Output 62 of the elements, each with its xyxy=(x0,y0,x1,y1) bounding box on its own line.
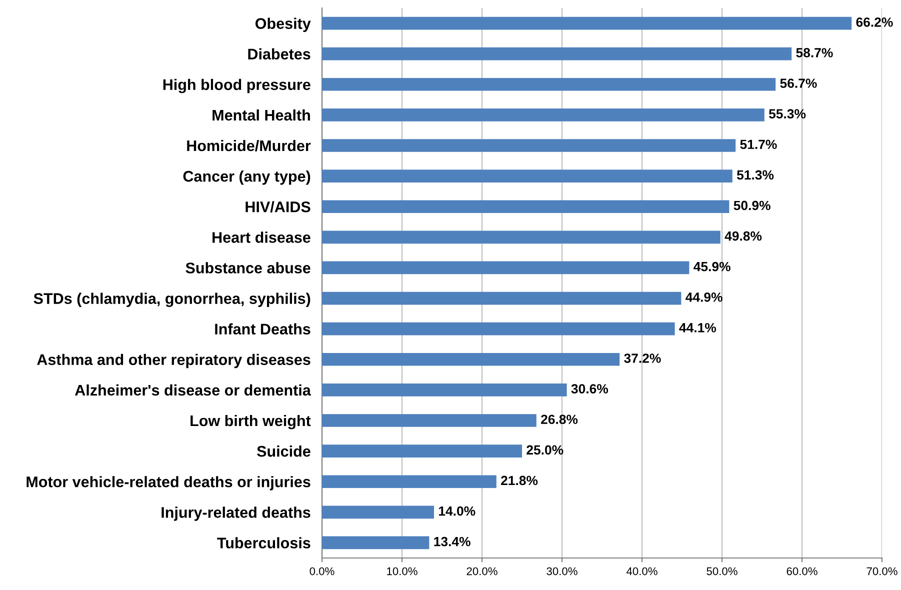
x-tick-label: 40.0% xyxy=(626,567,658,576)
y-tick-label: Mental Health xyxy=(212,109,310,121)
bar xyxy=(322,16,852,30)
y-tick-label: HIV/AIDS xyxy=(246,201,310,212)
bar xyxy=(322,444,522,458)
data-label: 45.9% xyxy=(694,262,730,272)
bar xyxy=(322,322,675,336)
bar xyxy=(322,230,720,244)
bar xyxy=(322,352,620,366)
y-tick-label: Alzheimer's disease or dementia xyxy=(74,384,311,396)
bar xyxy=(322,292,682,305)
data-label: 51.3% xyxy=(736,170,774,180)
data-label: 21.8% xyxy=(501,476,538,486)
data-label: 26.8% xyxy=(541,414,578,424)
bar xyxy=(322,475,496,488)
x-tick-label: 0.0% xyxy=(310,567,334,576)
x-tick-label: 20.0% xyxy=(466,567,498,576)
y-tick-label: Homicide/Murder xyxy=(187,140,311,152)
y-tick-label: Heart disease xyxy=(212,232,310,243)
y-tick-label: Asthma and other repiratory diseases xyxy=(37,354,310,368)
x-tick-label: 60.0% xyxy=(786,567,818,576)
data-label: 25.0% xyxy=(526,445,564,455)
y-tick-label: STDs (chlamydia, gonorrhea, syphilis) xyxy=(34,292,310,308)
data-label: 13.4% xyxy=(434,536,470,546)
bar xyxy=(322,261,690,274)
bar xyxy=(322,536,430,550)
data-label: 56.7% xyxy=(780,78,817,88)
data-label: 51.7% xyxy=(740,140,777,150)
data-label: 55.3% xyxy=(768,109,806,119)
data-label: 14.0% xyxy=(439,506,476,516)
y-tick-label: Motor vehicle-related deaths or injuries xyxy=(26,476,310,490)
y-tick-label: Substance abuse xyxy=(186,262,310,274)
data-label: 66.2% xyxy=(856,17,893,27)
y-tick-label: Suicide xyxy=(256,446,310,457)
bar xyxy=(322,47,792,60)
bar xyxy=(322,78,776,91)
x-tick-label: 50.0% xyxy=(706,567,738,576)
data-label: 30.6% xyxy=(571,384,608,394)
y-tick-label: Obesity xyxy=(255,18,311,32)
y-tick-label: Infant Deaths xyxy=(215,323,310,335)
data-label: 37.2% xyxy=(624,354,661,363)
data-label: 44.9% xyxy=(686,292,722,302)
y-tick-label: Cancer (any type) xyxy=(183,170,310,185)
y-tick-label: Diabetes xyxy=(248,48,310,60)
bar xyxy=(322,170,732,182)
bar xyxy=(322,506,434,519)
x-tick-label: 30.0% xyxy=(546,567,578,576)
bar xyxy=(322,139,736,152)
bar xyxy=(322,384,567,396)
data-label: 50.9% xyxy=(734,200,770,210)
data-label: 49.8% xyxy=(724,231,762,241)
data-label: 58.7% xyxy=(796,48,833,58)
x-tick-label: 10.0% xyxy=(387,567,418,576)
y-tick-label: Low birth weight xyxy=(190,414,311,430)
y-tick-label: High blood pressure xyxy=(163,78,310,94)
bar xyxy=(322,200,730,214)
data-label: 44.1% xyxy=(679,323,716,332)
x-tick-label: 70.0% xyxy=(866,567,898,576)
y-tick-label: Tuberculosis xyxy=(217,537,310,548)
bar xyxy=(322,108,764,122)
y-tick-label: Injury-related deaths xyxy=(162,506,310,521)
bar xyxy=(322,414,536,427)
